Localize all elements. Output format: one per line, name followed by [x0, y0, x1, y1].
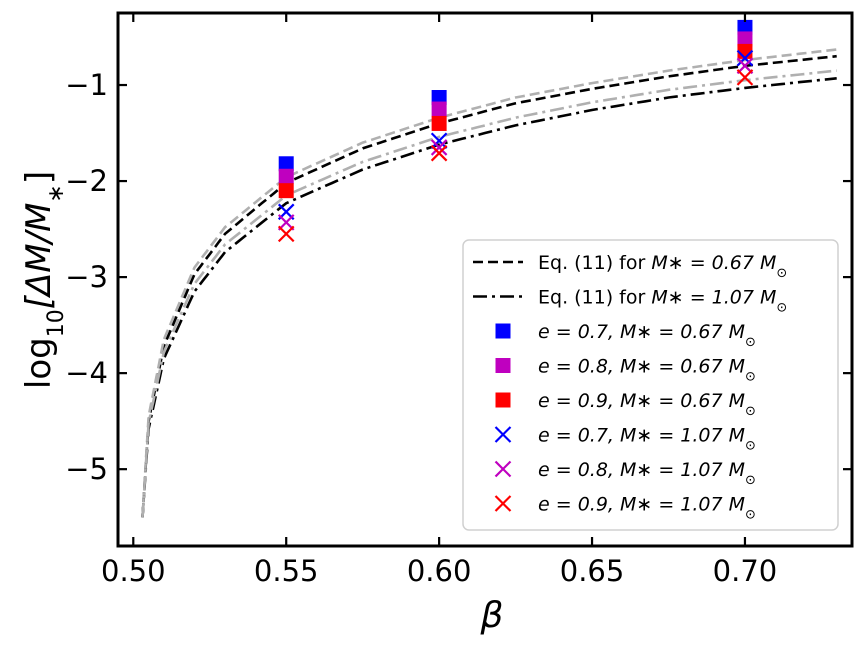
y-tick-label: −3 — [65, 260, 108, 294]
legend-handle-4 — [495, 392, 511, 408]
legend-label-6: e = 0.8, M∗ = 1.07 M⊙ — [538, 459, 756, 488]
curve-dashed-1 — [141, 48, 837, 518]
y-axis-label-close: ] — [19, 171, 59, 184]
data-point-x-5-2 — [736, 69, 754, 86]
data-point-square-2-1 — [431, 115, 447, 131]
legend-handle-6 — [494, 460, 512, 478]
legend-label-7: e = 0.9, M∗ = 1.07 M⊙ — [538, 494, 756, 523]
data-point-square-2-0 — [278, 183, 294, 199]
data-point-square-0-0 — [278, 156, 294, 172]
legend-handle-2 — [495, 323, 511, 339]
y-axis-label-func: log — [19, 337, 59, 389]
y-axis-label: log10[ΔM/M∗] — [19, 171, 69, 389]
data-point-x-4-1 — [430, 139, 448, 156]
curves-layer — [141, 48, 837, 518]
x-tick-label: 0.50 — [101, 554, 166, 588]
legend-handle-7 — [494, 495, 512, 512]
legend-label-3: e = 0.8, M∗ = 0.67 M⊙ — [538, 356, 756, 385]
data-point-x-5-0 — [277, 225, 295, 243]
y-tick-label: −2 — [65, 164, 108, 198]
points-layer — [277, 19, 754, 243]
x-tick-label: 0.70 — [713, 554, 778, 588]
x-tick-label: 0.60 — [407, 554, 472, 588]
data-point-square-1-2 — [737, 31, 753, 47]
legend: Eq. (11) for M∗ = 0.67 M⊙ Eq. (11) for M∗… — [462, 239, 839, 531]
legend-label-1: Eq. (11) for M∗ = 1.07 M⊙ — [538, 287, 787, 316]
data-point-square-0-2 — [737, 19, 753, 35]
y-axis-label-body: [ΔM/M — [19, 203, 59, 310]
curve-dashed-0 — [141, 54, 837, 518]
legend-box — [462, 239, 839, 531]
y-tick-label: −5 — [65, 452, 108, 486]
data-point-x-3-2 — [736, 49, 754, 67]
x-axis-label: β — [480, 595, 504, 636]
data-point-square-1-0 — [278, 168, 294, 184]
y-axis-label-star: ∗ — [44, 184, 69, 202]
x-tick-label: 0.65 — [560, 554, 625, 588]
data-point-square-0-1 — [431, 90, 447, 106]
curve-dashdot-2 — [141, 77, 837, 518]
legend-label-2: e = 0.7, M∗ = 0.67 M⊙ — [538, 321, 756, 350]
data-point-square-1-1 — [431, 101, 447, 117]
legend-label-5: e = 0.7, M∗ = 1.07 M⊙ — [538, 425, 756, 454]
y-axis-label-sub: 10 — [44, 309, 69, 337]
svg-text:log10[ΔM/M∗]: log10[ΔM/M∗] — [19, 171, 69, 389]
legend-handle-5 — [494, 426, 512, 443]
y-tick-label: −1 — [65, 68, 108, 102]
data-point-x-3-1 — [430, 132, 448, 150]
legend-label-0: Eq. (11) for M∗ = 0.67 M⊙ — [538, 252, 787, 281]
y-tick-label: −4 — [65, 356, 108, 390]
data-point-x-5-1 — [430, 144, 448, 162]
plot-frame — [116, 11, 854, 548]
curve-dashdot-3 — [141, 69, 837, 518]
legend-handle-3 — [495, 358, 511, 373]
legend-label-4: e = 0.9, M∗ = 0.67 M⊙ — [538, 390, 756, 419]
x-tick-label: 0.55 — [254, 554, 319, 588]
